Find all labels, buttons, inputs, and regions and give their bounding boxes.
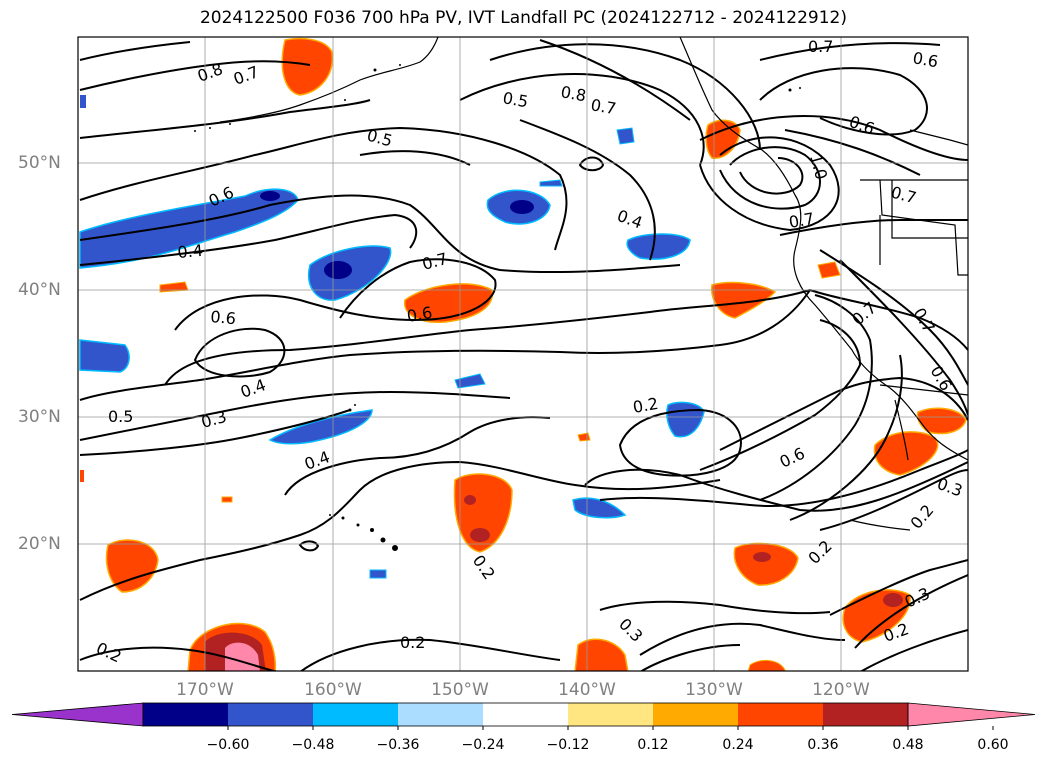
contour-label: 0.5 bbox=[501, 88, 529, 111]
colorbar-tick-label: −0.36 bbox=[376, 737, 420, 753]
coastlines bbox=[219, 37, 968, 531]
contour-label: 0.6 bbox=[210, 307, 237, 328]
contour-label: 0.4 bbox=[615, 206, 645, 233]
colorbar-frame bbox=[142, 702, 909, 727]
lat-label-30n: 30°N bbox=[18, 407, 61, 427]
contour-label: 0.7 bbox=[589, 95, 617, 118]
contour-label: 0.6 bbox=[847, 112, 877, 139]
contour-label: 0.2 bbox=[631, 394, 659, 417]
contour-labels: 0.8 0.7 0.5 0.8 0.7 0.7 0.6 0.5 0.6 1.0 … bbox=[93, 37, 965, 666]
contour-label: 0.5 bbox=[108, 407, 133, 426]
contour-label: 0.7 bbox=[420, 249, 450, 274]
contour-label: 0.6 bbox=[777, 444, 808, 472]
lat-label-40n: 40°N bbox=[18, 280, 61, 300]
contour-label: 0.2 bbox=[469, 551, 499, 583]
lat-label-20n: 20°N bbox=[18, 534, 61, 554]
contour-label: 0.3 bbox=[935, 474, 965, 501]
colorbar-tick-label: 0.36 bbox=[807, 737, 839, 753]
contour-label: 0.4 bbox=[177, 241, 204, 262]
map-title: 2024122500 F036 700 hPa PV, IVT Landfall… bbox=[199, 8, 847, 28]
contour-label: 0.7 bbox=[889, 183, 919, 208]
colorbar-extend-high bbox=[907, 702, 1036, 727]
contour-label: 0.3 bbox=[199, 407, 229, 432]
contour-label: 0.8 bbox=[559, 82, 587, 105]
pv-contours bbox=[79, 39, 968, 671]
lon-label-150w: 150°W bbox=[431, 680, 489, 700]
lon-label-140w: 140°W bbox=[558, 680, 616, 700]
lon-label-130w: 130°W bbox=[685, 680, 743, 700]
colorbar-tick-label: −0.48 bbox=[291, 737, 335, 753]
colorbar-tick-label: 0.24 bbox=[722, 737, 754, 753]
colorbar-segment bbox=[483, 703, 568, 726]
contour-label: 0.6 bbox=[927, 363, 956, 395]
colorbar-segment bbox=[228, 703, 313, 726]
contour-label: 0.2 bbox=[93, 638, 124, 666]
map-frame bbox=[77, 36, 969, 672]
colorbar-tick-label: −0.60 bbox=[206, 737, 250, 753]
contour-label: 0.2 bbox=[907, 501, 938, 533]
contour-label: 0.7 bbox=[231, 62, 261, 89]
colorbar-tick-label: 0.48 bbox=[892, 737, 924, 753]
colorbar-segment bbox=[823, 703, 908, 726]
contour-label: 1.0 bbox=[806, 152, 831, 182]
colorbar-tick-label: 0.60 bbox=[977, 737, 1009, 753]
contour-label: 0.2 bbox=[400, 633, 425, 652]
lon-label-120w: 120°W bbox=[812, 680, 870, 700]
colorbar-segment bbox=[143, 703, 228, 726]
colorbar-segment bbox=[313, 703, 398, 726]
lon-label-160w: 160°W bbox=[304, 680, 362, 700]
lat-label-50n: 50°N bbox=[18, 153, 61, 173]
colorbar-segment bbox=[398, 703, 483, 726]
colorbar-tick-label: −0.24 bbox=[461, 737, 505, 753]
colorbar-segment bbox=[653, 703, 738, 726]
contour-label: 0.4 bbox=[302, 447, 332, 474]
contour-label: 0.7 bbox=[787, 209, 815, 232]
colorbar-segment bbox=[738, 703, 823, 726]
contour-label: 0.2 bbox=[804, 536, 835, 567]
contour-label: 0.7 bbox=[808, 37, 833, 56]
lon-label-170w: 170°W bbox=[176, 680, 234, 700]
contour-label: 0.6 bbox=[405, 303, 433, 326]
colorbar-tick-label: −0.12 bbox=[546, 737, 590, 753]
contour-label: 0.3 bbox=[615, 614, 646, 645]
colorbar-tick-label: 0.12 bbox=[637, 737, 669, 753]
colorbar bbox=[11, 702, 1036, 730]
contour-label: 0.6 bbox=[911, 48, 939, 71]
contour-label: 0.7 bbox=[848, 298, 880, 329]
positive-anomaly-shading bbox=[80, 37, 967, 671]
colorbar-segment bbox=[568, 703, 653, 726]
colorbar-extend-low bbox=[11, 702, 144, 727]
contour-label: 0.4 bbox=[238, 375, 268, 402]
map-plot-area: 0.8 0.7 0.5 0.8 0.7 0.7 0.6 0.5 0.6 1.0 … bbox=[78, 37, 968, 671]
islands bbox=[194, 64, 801, 551]
negative-anomaly-shading bbox=[79, 95, 705, 579]
contour-label: 0.7 bbox=[910, 305, 939, 337]
gridlines bbox=[78, 37, 968, 671]
